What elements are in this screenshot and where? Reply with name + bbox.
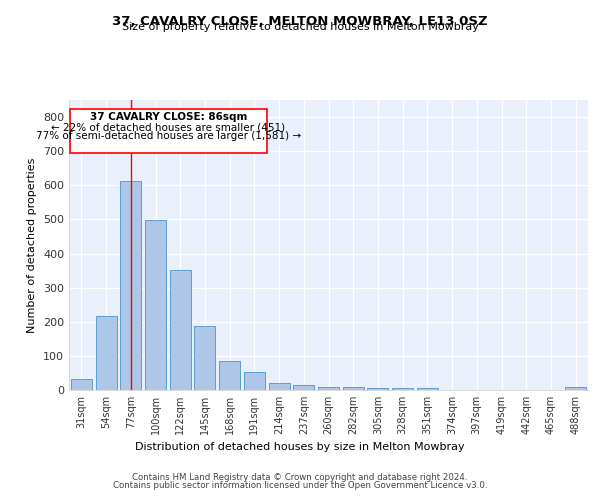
Text: 77% of semi-detached houses are larger (1,581) →: 77% of semi-detached houses are larger (… [36,132,301,141]
Text: 37, CAVALRY CLOSE, MELTON MOWBRAY, LE13 0SZ: 37, CAVALRY CLOSE, MELTON MOWBRAY, LE13 … [112,15,488,28]
Bar [318,387,339,390]
Bar [219,362,240,390]
Text: Size of property relative to detached houses in Melton Mowbray: Size of property relative to detached ho… [122,22,478,32]
Text: Contains public sector information licensed under the Open Government Licence v3: Contains public sector information licen… [113,481,487,490]
Bar [120,181,141,390]
Bar [565,388,586,390]
Text: 37 CAVALRY CLOSE: 86sqm: 37 CAVALRY CLOSE: 86sqm [90,112,247,122]
Text: Contains HM Land Registry data © Crown copyright and database right 2024.: Contains HM Land Registry data © Crown c… [132,472,468,482]
Bar [71,379,92,390]
Bar [392,388,413,390]
FancyBboxPatch shape [70,108,267,153]
Bar [170,270,191,390]
Bar [367,388,388,390]
Bar [194,326,215,390]
Bar [145,220,166,390]
Bar [417,388,438,390]
Bar [293,385,314,390]
Text: ← 22% of detached houses are smaller (451): ← 22% of detached houses are smaller (45… [52,122,286,132]
Bar [343,387,364,390]
Bar [244,372,265,390]
Bar [269,383,290,390]
Y-axis label: Number of detached properties: Number of detached properties [28,158,37,332]
Bar [95,316,116,390]
Text: Distribution of detached houses by size in Melton Mowbray: Distribution of detached houses by size … [135,442,465,452]
